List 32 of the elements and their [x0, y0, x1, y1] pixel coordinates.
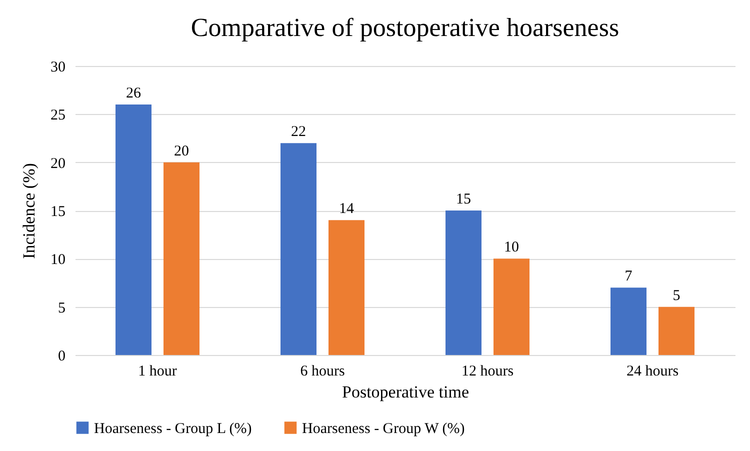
bar	[610, 288, 646, 355]
y-tick-label: 25	[50, 108, 66, 124]
y-tick-label: 30	[50, 60, 66, 76]
x-axis-title: Postoperative time	[342, 382, 470, 402]
y-axis-title: Incidence (%)	[20, 163, 38, 259]
data-label: 5	[672, 288, 680, 304]
x-tick-label: 24 hours	[626, 364, 679, 380]
x-tick-label: 12 hours	[461, 364, 514, 380]
bar	[164, 162, 200, 355]
bar	[446, 210, 482, 355]
data-label: 22	[291, 124, 306, 140]
y-tick-label: 0	[58, 348, 66, 364]
data-label: 14	[339, 201, 354, 218]
bar	[328, 220, 364, 355]
x-tick-label: 6 hours	[300, 364, 345, 380]
x-tick-label: 1 hour	[138, 364, 177, 380]
bar	[116, 104, 152, 355]
chart-title: Comparative of postoperative hoarseness	[190, 13, 620, 42]
legend-label: Hoarseness - Group L (%)	[94, 420, 252, 437]
y-tick-label: 15	[50, 204, 66, 220]
data-label: 10	[504, 240, 519, 256]
y-tick-label: 10	[50, 252, 66, 268]
legend-label: Hoarseness - Group W (%)	[302, 420, 465, 437]
y-tick-label: 20	[50, 156, 66, 172]
data-label: 15	[456, 192, 471, 208]
bar	[494, 258, 530, 355]
data-label: 20	[174, 143, 189, 160]
bar	[280, 143, 316, 355]
data-label: 26	[126, 86, 142, 102]
bar	[658, 306, 694, 355]
data-label: 7	[624, 268, 633, 285]
y-tick-label: 5	[58, 300, 66, 316]
